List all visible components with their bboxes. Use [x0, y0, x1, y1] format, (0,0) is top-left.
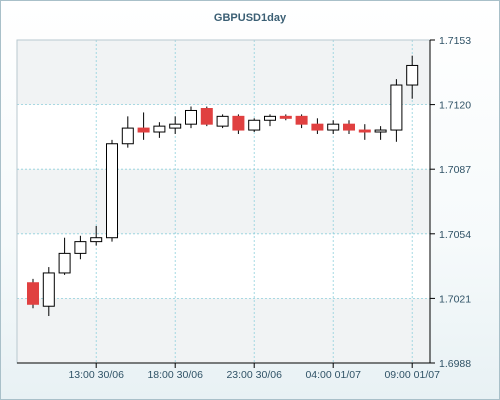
candle-body-up	[248, 119, 261, 131]
candle-body-down	[200, 108, 213, 125]
candle-body-up	[216, 115, 229, 127]
candle-body-up	[169, 123, 182, 129]
candle	[248, 118, 261, 133]
grid-band	[17, 169, 430, 234]
y-tick-label: 1.7087	[439, 164, 471, 176]
candle	[27, 278, 39, 309]
candle-body-up	[153, 125, 166, 133]
candle	[153, 122, 166, 138]
candle-body-up	[327, 123, 340, 131]
candle	[327, 120, 340, 134]
candle-body-up	[406, 64, 419, 86]
candle-body-up	[374, 129, 387, 133]
grid-band	[17, 40, 430, 105]
grid-layer	[16, 39, 431, 364]
candle	[374, 126, 387, 140]
candle	[295, 114, 308, 129]
candle-body-up	[390, 84, 403, 131]
grid-band	[17, 298, 430, 363]
candle-body-up	[74, 241, 87, 254]
candle	[90, 225, 103, 246]
y-tick-label: 1.7120	[439, 100, 471, 112]
y-tick-label: 1.7054	[439, 229, 471, 241]
candle	[406, 55, 419, 99]
candle-body-down	[27, 282, 39, 305]
candle-body-up	[264, 115, 276, 121]
candle-body-up	[106, 143, 118, 239]
candle	[343, 120, 355, 134]
candle	[169, 116, 182, 134]
candle	[137, 112, 150, 140]
candle	[74, 235, 87, 260]
candle	[216, 114, 229, 129]
candle-body-up	[90, 237, 103, 243]
candle-body-down	[295, 115, 308, 125]
candle	[390, 79, 403, 142]
candle	[232, 114, 245, 134]
y-tick-label: 1.6988	[439, 358, 471, 370]
x-tick-label: 04:00 01/07	[305, 369, 361, 381]
candle-body-down	[311, 123, 324, 131]
candle-body-up	[42, 272, 55, 307]
candle	[264, 114, 276, 127]
candle	[279, 114, 292, 121]
candle-layer	[27, 55, 419, 317]
candle-body-down	[343, 123, 355, 131]
candle-body-up	[121, 127, 134, 145]
candle	[58, 237, 71, 275]
x-tick-label: 13:00 30/06	[68, 369, 124, 381]
candle-body-down	[358, 129, 371, 133]
candle-body-down	[279, 115, 292, 119]
candle-body-up	[58, 252, 71, 274]
candle	[121, 116, 134, 148]
x-tick-label: 09:00 01/07	[384, 369, 440, 381]
y-tick-label: 1.7153	[439, 35, 471, 47]
candle	[185, 106, 197, 129]
candle	[106, 139, 118, 242]
candle-body-up	[185, 109, 197, 125]
x-tick-label: 23:00 30/06	[226, 369, 282, 381]
chart-title: GBPUSD1day	[213, 12, 287, 24]
candle	[200, 106, 213, 127]
x-tick-label: 18:00 30/06	[147, 369, 203, 381]
candle-body-down	[137, 127, 150, 133]
candle	[358, 124, 371, 140]
candle	[311, 118, 324, 134]
y-tick-label: 1.7021	[439, 293, 471, 305]
axis-layer: 1.7153 1.7120 1.7087 1.7054 1.7021 1.6988 13:0…	[17, 35, 471, 381]
candle	[42, 267, 55, 317]
candle-body-down	[232, 115, 245, 131]
